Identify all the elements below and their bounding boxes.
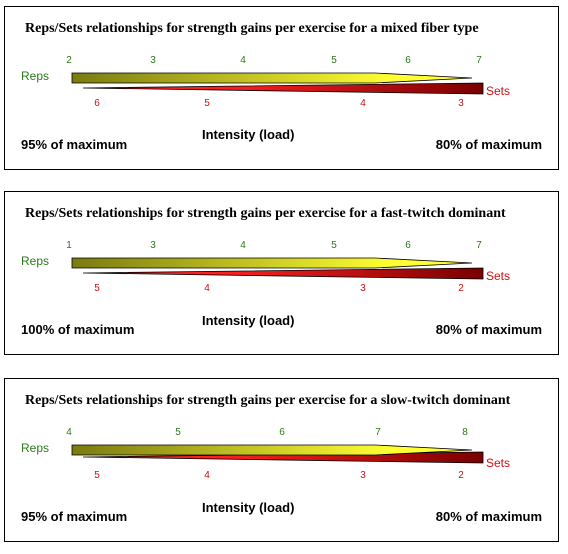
- sets-tick: 6: [94, 98, 100, 109]
- reps-tick: 4: [66, 427, 72, 438]
- right-percent: 80% of maximum: [435, 137, 542, 152]
- reps-tick: 5: [175, 427, 181, 438]
- sets-tick: 4: [204, 470, 210, 481]
- sets-wedge: [82, 82, 484, 95]
- sets-tick: 3: [360, 283, 366, 294]
- intensity-label: Intensity (load): [202, 500, 295, 515]
- sets-tick: 5: [94, 283, 100, 294]
- left-percent: 100% of maximum: [21, 322, 135, 337]
- sets-tick: 2: [458, 283, 464, 294]
- intensity-label: Intensity (load): [202, 313, 295, 328]
- sets-label: Sets: [486, 84, 511, 98]
- reps-tick: 1: [66, 240, 72, 251]
- reps-tick: 6: [405, 240, 411, 251]
- sets-label: Sets: [486, 269, 511, 283]
- reps-sets-bars: [71, 257, 484, 280]
- panel-mixed-fiber: Reps/Sets relationships for strength gai…: [4, 6, 559, 170]
- sets-tick: 2: [458, 470, 464, 481]
- left-percent: 95% of maximum: [21, 137, 128, 152]
- sets-tick: 4: [204, 283, 210, 294]
- sets-tick: 4: [360, 98, 366, 109]
- sets-label: Sets: [486, 456, 511, 470]
- reps-wedge: [71, 444, 473, 456]
- reps-tick: 5: [331, 240, 337, 251]
- left-percent: 95% of maximum: [21, 509, 128, 524]
- reps-tick: 7: [375, 427, 381, 438]
- intensity-label: Intensity (load): [202, 127, 295, 142]
- sets-wedge: [82, 267, 484, 280]
- right-percent: 80% of maximum: [435, 509, 542, 524]
- sets-tick: 3: [458, 98, 464, 109]
- reps-wedge: [71, 72, 473, 84]
- panel-title: Reps/Sets relationships for strength gai…: [25, 393, 511, 408]
- reps-tick: 7: [476, 240, 482, 251]
- sets-tick: 3: [360, 470, 366, 481]
- reps-tick: 2: [66, 55, 72, 66]
- sets-tick: 5: [204, 98, 210, 109]
- reps-tick: 5: [331, 55, 337, 66]
- reps-tick: 4: [240, 55, 246, 66]
- sets-tick: 5: [94, 470, 100, 481]
- reps-tick: 3: [150, 240, 156, 251]
- panel-slow-twitch: Reps/Sets relationships for strength gai…: [4, 378, 559, 542]
- panel-title: Reps/Sets relationships for strength gai…: [25, 206, 506, 221]
- right-percent: 80% of maximum: [435, 322, 542, 337]
- reps-tick: 7: [476, 55, 482, 66]
- reps-tick: 4: [240, 240, 246, 251]
- reps-tick: 6: [405, 55, 411, 66]
- panel-fast-twitch: Reps/Sets relationships for strength gai…: [4, 191, 559, 355]
- reps-tick: 3: [150, 55, 156, 66]
- reps-label: Reps: [21, 69, 50, 83]
- reps-sets-bars: [71, 444, 484, 464]
- reps-label: Reps: [21, 441, 50, 455]
- reps-label: Reps: [21, 254, 50, 268]
- reps-tick: 6: [279, 427, 285, 438]
- panel-title: Reps/Sets relationships for strength gai…: [25, 21, 479, 36]
- reps-wedge: [71, 257, 473, 269]
- reps-tick: 8: [462, 427, 468, 438]
- reps-sets-bars: [71, 72, 484, 95]
